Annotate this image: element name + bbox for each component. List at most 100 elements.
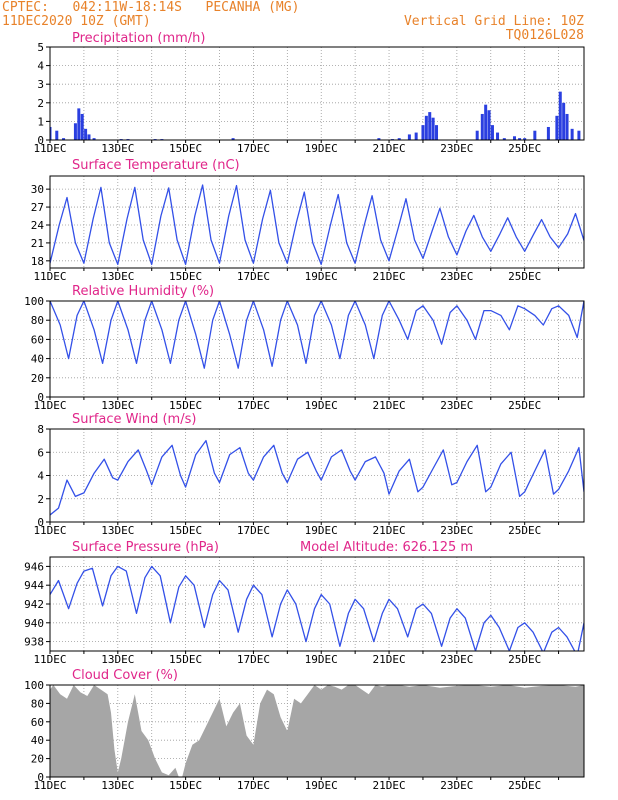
precip-bar xyxy=(50,126,52,140)
y-tick-label: 938 xyxy=(24,636,44,649)
precip-bar xyxy=(512,136,516,140)
x-tick-label: 11DEC xyxy=(33,270,66,283)
precip-bar xyxy=(565,113,569,140)
y-tick-label: 60 xyxy=(31,333,44,346)
precipitation-panel: 0 1 2 3 4 5 11DEC 13DEC 15DEC 17DEC 19DEC 21DEC 23DE… xyxy=(33,31,618,155)
x-tick-label: 17DEC xyxy=(237,142,270,155)
x-tick-label: 25DEC xyxy=(508,524,541,537)
y-tick-label: 30 xyxy=(31,183,44,196)
precip-bar xyxy=(502,138,506,140)
pressure-title: Surface Pressure (hPa) xyxy=(72,540,219,555)
x-tick-label: 23DEC xyxy=(440,653,473,666)
x-tick-label: 13DEC xyxy=(101,142,134,155)
precipitation-frame xyxy=(49,46,585,141)
x-tick-label: 19DEC xyxy=(305,399,338,412)
y-tick-label: 21 xyxy=(31,237,44,250)
precip-bar xyxy=(593,107,596,140)
x-tick-label: 17DEC xyxy=(237,779,270,792)
y-tick-label: 80 xyxy=(31,697,44,710)
x-tick-label: 19DEC xyxy=(305,142,338,155)
precip-bar xyxy=(589,123,592,140)
x-tick-label: 23DEC xyxy=(440,779,473,792)
humidity-frame xyxy=(49,300,585,398)
humidity-line xyxy=(50,301,584,369)
precip-bar xyxy=(480,113,484,140)
cloud-cover-frame xyxy=(49,684,585,778)
x-tick-label: 21DEC xyxy=(372,399,405,412)
x-tick-label: 15DEC xyxy=(169,270,202,283)
x-tick-label: 11DEC xyxy=(33,399,66,412)
precip-bar xyxy=(546,126,550,140)
y-tick-label: 0 xyxy=(37,516,44,529)
y-tick-label: 942 xyxy=(24,598,44,611)
y-tick-label: 946 xyxy=(24,560,44,573)
temperature-panel: 18 21 24 27 30 11DEC 13DEC 15DEC 17DEC 19DEC 21DEC… xyxy=(31,158,585,283)
x-tick-label: 15DEC xyxy=(169,399,202,412)
x-tick-label: 11DEC xyxy=(33,779,66,792)
model-code: TQ0126L028 xyxy=(505,28,584,43)
wind-panel: 0 2 4 6 8 11DEC 13DEC 15DEC 17DEC 19DEC 21DEC 23DEC… xyxy=(33,412,585,537)
x-tick-label: 13DEC xyxy=(101,779,134,792)
precip-bar xyxy=(231,138,235,140)
y-tick-label: 0 xyxy=(37,134,44,147)
precip-bar xyxy=(615,134,618,140)
precip-bar xyxy=(518,138,522,140)
x-tick-label: 19DEC xyxy=(305,653,338,666)
x-tick-label: 11DEC xyxy=(33,142,66,155)
precip-bar xyxy=(496,132,500,140)
grid-note: Vertical Grid Line: 10Z xyxy=(403,14,584,29)
x-tick-label: 15DEC xyxy=(169,142,202,155)
precip-bar xyxy=(428,112,432,140)
y-tick-label: 60 xyxy=(31,716,44,729)
y-tick-label: 2 xyxy=(37,493,44,506)
precip-bar xyxy=(523,138,527,140)
precip-bar xyxy=(407,134,411,140)
precip-bar xyxy=(431,117,435,140)
precip-bar xyxy=(421,125,425,140)
precip-bar xyxy=(487,110,491,140)
x-tick-label: 15DEC xyxy=(169,779,202,792)
x-tick-label: 17DEC xyxy=(237,524,270,537)
precip-bar xyxy=(62,138,66,140)
x-tick-label: 21DEC xyxy=(372,653,405,666)
model-altitude: Model Altitude: 626.125 m xyxy=(300,540,473,555)
y-tick-label: 8 xyxy=(37,423,44,436)
precip-bar xyxy=(80,113,84,140)
y-tick-label: 0 xyxy=(37,771,44,784)
x-tick-label: 21DEC xyxy=(372,779,405,792)
precip-bar xyxy=(577,130,581,140)
y-tick-label: 100 xyxy=(24,679,44,692)
x-tick-label: 15DEC xyxy=(169,524,202,537)
x-tick-label: 25DEC xyxy=(508,653,541,666)
y-tick-label: 18 xyxy=(31,255,44,268)
precip-bar xyxy=(414,132,418,140)
x-tick-label: 25DEC xyxy=(508,399,541,412)
x-tick-label: 19DEC xyxy=(305,270,338,283)
y-tick-label: 4 xyxy=(37,470,44,483)
x-tick-label: 17DEC xyxy=(237,653,270,666)
precip-bar xyxy=(73,123,77,140)
x-tick-label: 13DEC xyxy=(101,524,134,537)
precip-bar xyxy=(77,108,81,140)
precip-bar xyxy=(484,104,488,140)
precip-bar xyxy=(599,129,602,140)
precip-bar xyxy=(377,138,381,140)
cloud-cover-title: Cloud Cover (%) xyxy=(72,668,178,683)
x-tick-label: 19DEC xyxy=(305,524,338,537)
x-tick-label: 23DEC xyxy=(440,399,473,412)
x-tick-label: 19DEC xyxy=(305,779,338,792)
x-tick-label: 11DEC xyxy=(33,524,66,537)
precip-bar xyxy=(424,115,428,140)
precip-bar xyxy=(84,128,88,140)
x-tick-label: 13DEC xyxy=(101,270,134,283)
precip-bar xyxy=(533,130,537,140)
y-tick-label: 100 xyxy=(24,295,44,308)
x-tick-label: 21DEC xyxy=(372,142,405,155)
y-tick-label: 2 xyxy=(37,97,44,110)
y-tick-label: 20 xyxy=(31,753,44,766)
x-tick-label: 15DEC xyxy=(169,653,202,666)
x-tick-label: 25DEC xyxy=(508,779,541,792)
y-tick-label: 40 xyxy=(31,353,44,366)
precip-bar xyxy=(475,130,479,140)
